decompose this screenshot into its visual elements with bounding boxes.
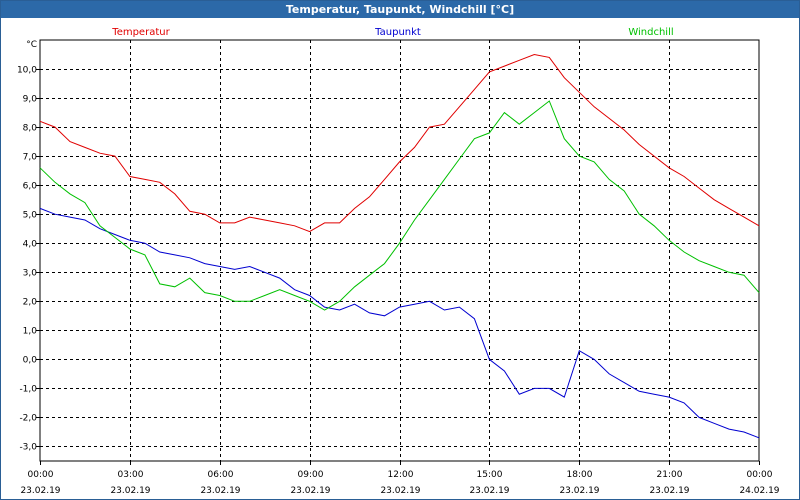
x-tick-time: 00:00 [28, 470, 54, 480]
x-tick-date: 24.02.19 [739, 486, 779, 496]
y-tick-label: 9,0 [23, 95, 38, 105]
y-tick-label: 4,0 [23, 240, 38, 250]
y-tick-label: 6,0 [23, 182, 38, 192]
x-tick-time: 00:00 [747, 470, 773, 480]
x-tick-time: 18:00 [567, 470, 593, 480]
y-tick-label: 2,0 [23, 298, 38, 308]
x-tick-date: 23.02.19 [200, 486, 240, 496]
x-tick-time: 15:00 [477, 470, 503, 480]
series-line-windchill [39, 100, 760, 311]
x-tick-date: 23.02.19 [559, 486, 599, 496]
x-tick-date: 23.02.19 [380, 486, 420, 496]
x-tick-date: 23.02.19 [469, 486, 509, 496]
x-tick-time: 21:00 [657, 470, 683, 480]
y-tick-label: 7,0 [23, 153, 38, 163]
x-tick-time: 12:00 [388, 470, 414, 480]
x-tick-date: 23.02.19 [649, 486, 689, 496]
series-line-taupunkt [39, 207, 760, 439]
x-tick-date: 23.02.19 [20, 486, 60, 496]
window-title: Temperatur, Taupunkt, Windchill [°C] [1, 1, 799, 18]
x-tick-date: 23.02.19 [290, 486, 330, 496]
line-chart: 10,0 9,0 8,0 7,0 6,0 5,0 4,0 3,0 2,0 1,0 0,0 -1,0 -2… [17, 27, 780, 496]
x-tick-time: 09:00 [298, 470, 324, 480]
plot-frame [39, 39, 760, 462]
series-line-temperatur [39, 53, 760, 233]
legend-windchill: Windchill [628, 27, 673, 38]
y-tick-label: -3,0 [19, 443, 37, 453]
y-axis-unit: °C [26, 40, 37, 50]
y-tick-label: 8,0 [23, 124, 38, 134]
y-tick-label: -1,0 [19, 385, 37, 395]
y-tick-label: -2,0 [19, 414, 37, 424]
y-tick-label: 0,0 [23, 356, 38, 366]
x-tick-date: 23.02.19 [110, 486, 150, 496]
legend-taupunkt: Taupunkt [374, 27, 421, 38]
y-tick-label: 10,0 [17, 66, 37, 76]
x-tick-time: 06:00 [208, 470, 234, 480]
y-tick-label: 5,0 [23, 211, 38, 221]
y-tick-label: 1,0 [23, 327, 38, 337]
legend-temperatur: Temperatur [111, 27, 170, 38]
x-tick-time: 03:00 [118, 470, 144, 480]
y-tick-label: 3,0 [23, 269, 38, 279]
